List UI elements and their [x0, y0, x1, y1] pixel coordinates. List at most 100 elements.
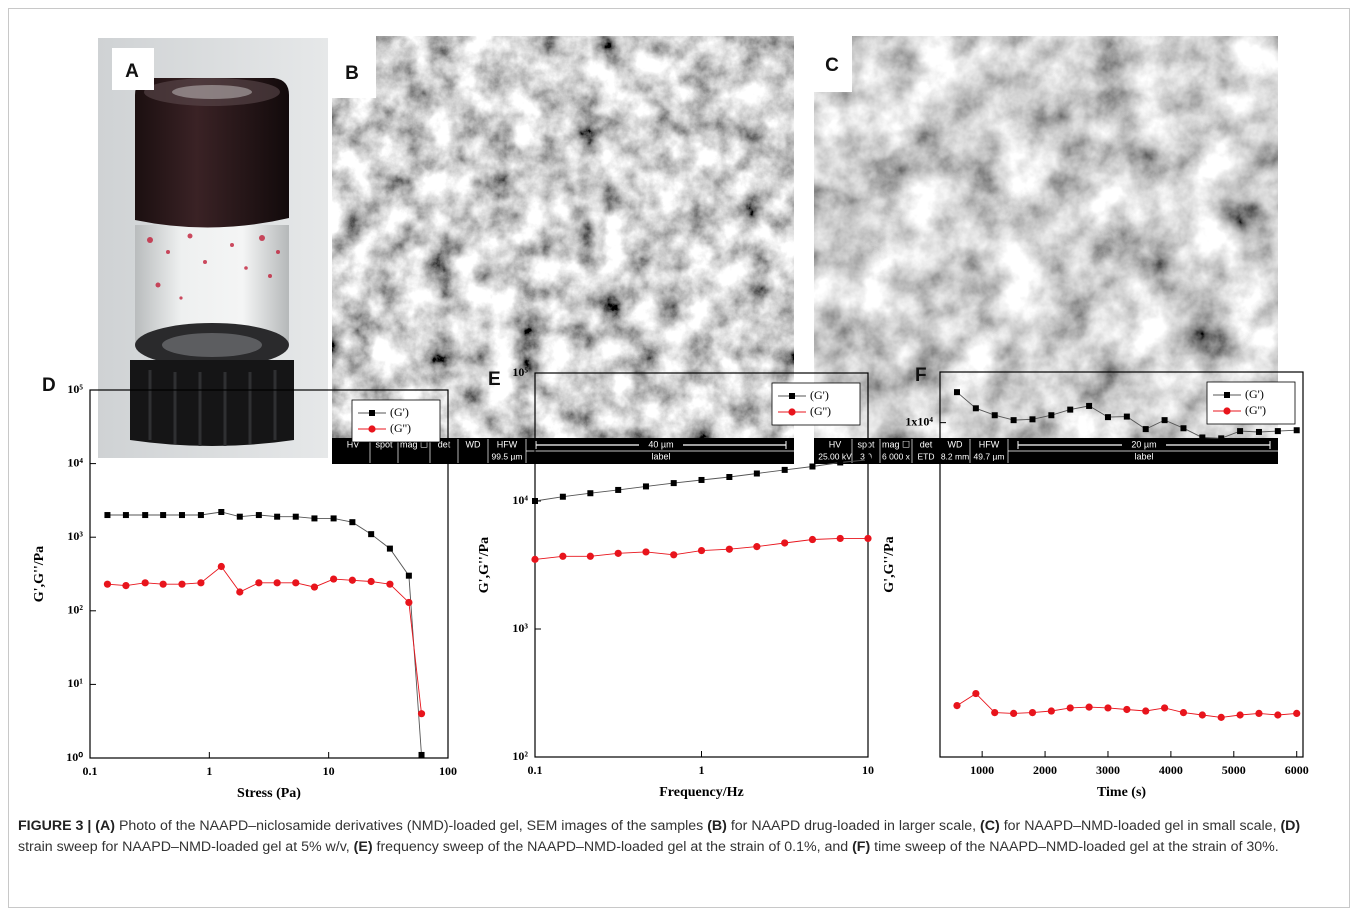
x-tick-label: 5000 — [1222, 763, 1246, 777]
sem-info-header: mag ☐ — [882, 439, 910, 449]
data-point — [587, 553, 594, 560]
data-point — [104, 512, 110, 518]
data-point — [368, 578, 375, 585]
data-point — [782, 467, 788, 473]
data-point — [160, 512, 166, 518]
data-point — [331, 515, 337, 521]
legend-label: (G'') — [810, 404, 831, 418]
data-point — [973, 405, 979, 411]
y-axis-label: G',G''/Pa — [477, 537, 492, 593]
data-point — [1180, 425, 1186, 431]
legend-marker — [1224, 392, 1230, 398]
x-axis-label: Time (s) — [1097, 785, 1146, 800]
data-point — [1143, 426, 1149, 432]
data-point — [1010, 710, 1017, 717]
data-point — [1029, 709, 1036, 716]
data-point — [1255, 710, 1262, 717]
x-tick-label: 3000 — [1096, 763, 1120, 777]
legend-label: (G') — [810, 388, 829, 402]
data-point — [122, 582, 129, 589]
data-point — [865, 457, 871, 463]
data-point — [179, 512, 185, 518]
data-point — [218, 563, 225, 570]
data-point — [671, 480, 677, 486]
data-point — [387, 546, 393, 552]
data-point — [1162, 417, 1168, 423]
sem-info-header: spot — [857, 439, 875, 449]
page: A B C D E F HVspotmag ☐detWDHFW99.5 µm40… — [0, 0, 1360, 920]
y-tick-label: 10⁵ — [67, 382, 83, 396]
data-point — [642, 548, 649, 555]
legend-label: (G'') — [1245, 403, 1266, 417]
legend-label: (G'') — [390, 421, 411, 435]
sem-scale-label: 20 µm — [1131, 439, 1156, 449]
data-point — [1199, 711, 1206, 718]
y-tick-label: 10² — [512, 749, 528, 763]
data-point — [559, 553, 566, 560]
data-point — [670, 551, 677, 558]
data-point — [837, 459, 843, 465]
y-tick-label: 10¹ — [67, 676, 83, 690]
x-tick-label: 6000 — [1285, 763, 1309, 777]
y-tick-label: 1x10⁴ — [905, 414, 933, 428]
caption-text: strain sweep for NAAPD–NMD-loaded gel at… — [18, 839, 354, 855]
data-point — [274, 514, 280, 520]
legend-marker — [368, 425, 375, 432]
data-point — [1124, 414, 1130, 420]
legend-marker — [788, 408, 795, 415]
sem-info-header: WD — [466, 439, 481, 449]
data-point — [560, 494, 566, 500]
data-point — [104, 581, 111, 588]
data-point — [255, 579, 262, 586]
figure: A B C D E F HVspotmag ☐detWDHFW99.5 µm40… — [0, 0, 1360, 810]
sem-info-header: HFW — [497, 439, 518, 449]
caption-ref: (F) — [852, 839, 870, 855]
panel-label: D — [42, 375, 56, 396]
legend-marker — [789, 393, 795, 399]
data-point — [781, 539, 788, 546]
data-point — [160, 581, 167, 588]
data-point — [1199, 434, 1205, 440]
data-point — [1067, 704, 1074, 711]
data-point — [419, 752, 425, 758]
data-point — [311, 515, 317, 521]
data-point — [992, 412, 998, 418]
data-point — [1218, 714, 1225, 721]
data-point — [293, 514, 299, 520]
caption-text: Photo of the NAAPD–niclosamide derivativ… — [115, 818, 707, 834]
data-point — [418, 710, 425, 717]
y-axis-label: G',G''/Pa — [32, 546, 47, 602]
x-tick-label: 10 — [323, 764, 335, 778]
data-point — [236, 588, 243, 595]
x-tick-label: 1000 — [970, 763, 994, 777]
data-point — [198, 512, 204, 518]
sem-info-header: HV — [829, 439, 842, 449]
data-point — [837, 535, 844, 542]
data-point — [1086, 403, 1092, 409]
y-tick-label: 10³ — [67, 529, 83, 543]
data-point — [178, 581, 185, 588]
data-point — [615, 487, 621, 493]
data-point — [1236, 711, 1243, 718]
sem-image — [814, 36, 1278, 438]
data-point — [292, 579, 299, 586]
data-point — [1161, 704, 1168, 711]
data-point — [643, 483, 649, 489]
data-point — [123, 512, 129, 518]
y-tick-label: 10² — [67, 603, 83, 617]
caption-text: for NAAPD–NMD-loaded gel in small scale, — [1000, 818, 1281, 834]
sem-info-value: 25.00 kV — [818, 451, 852, 461]
data-point — [699, 477, 705, 483]
y-tick-label: 10⁰ — [66, 750, 83, 764]
sem-info-value: ETD — [918, 451, 935, 461]
data-point — [274, 579, 281, 586]
caption-ref: (B) — [707, 818, 727, 834]
sem-info-footer: label — [651, 451, 670, 461]
series-line — [957, 694, 1297, 718]
x-tick-label: 100 — [439, 764, 457, 778]
data-point — [349, 519, 355, 525]
data-point — [349, 577, 356, 584]
data-point — [405, 599, 412, 606]
data-point — [726, 546, 733, 553]
data-point — [1011, 417, 1017, 423]
